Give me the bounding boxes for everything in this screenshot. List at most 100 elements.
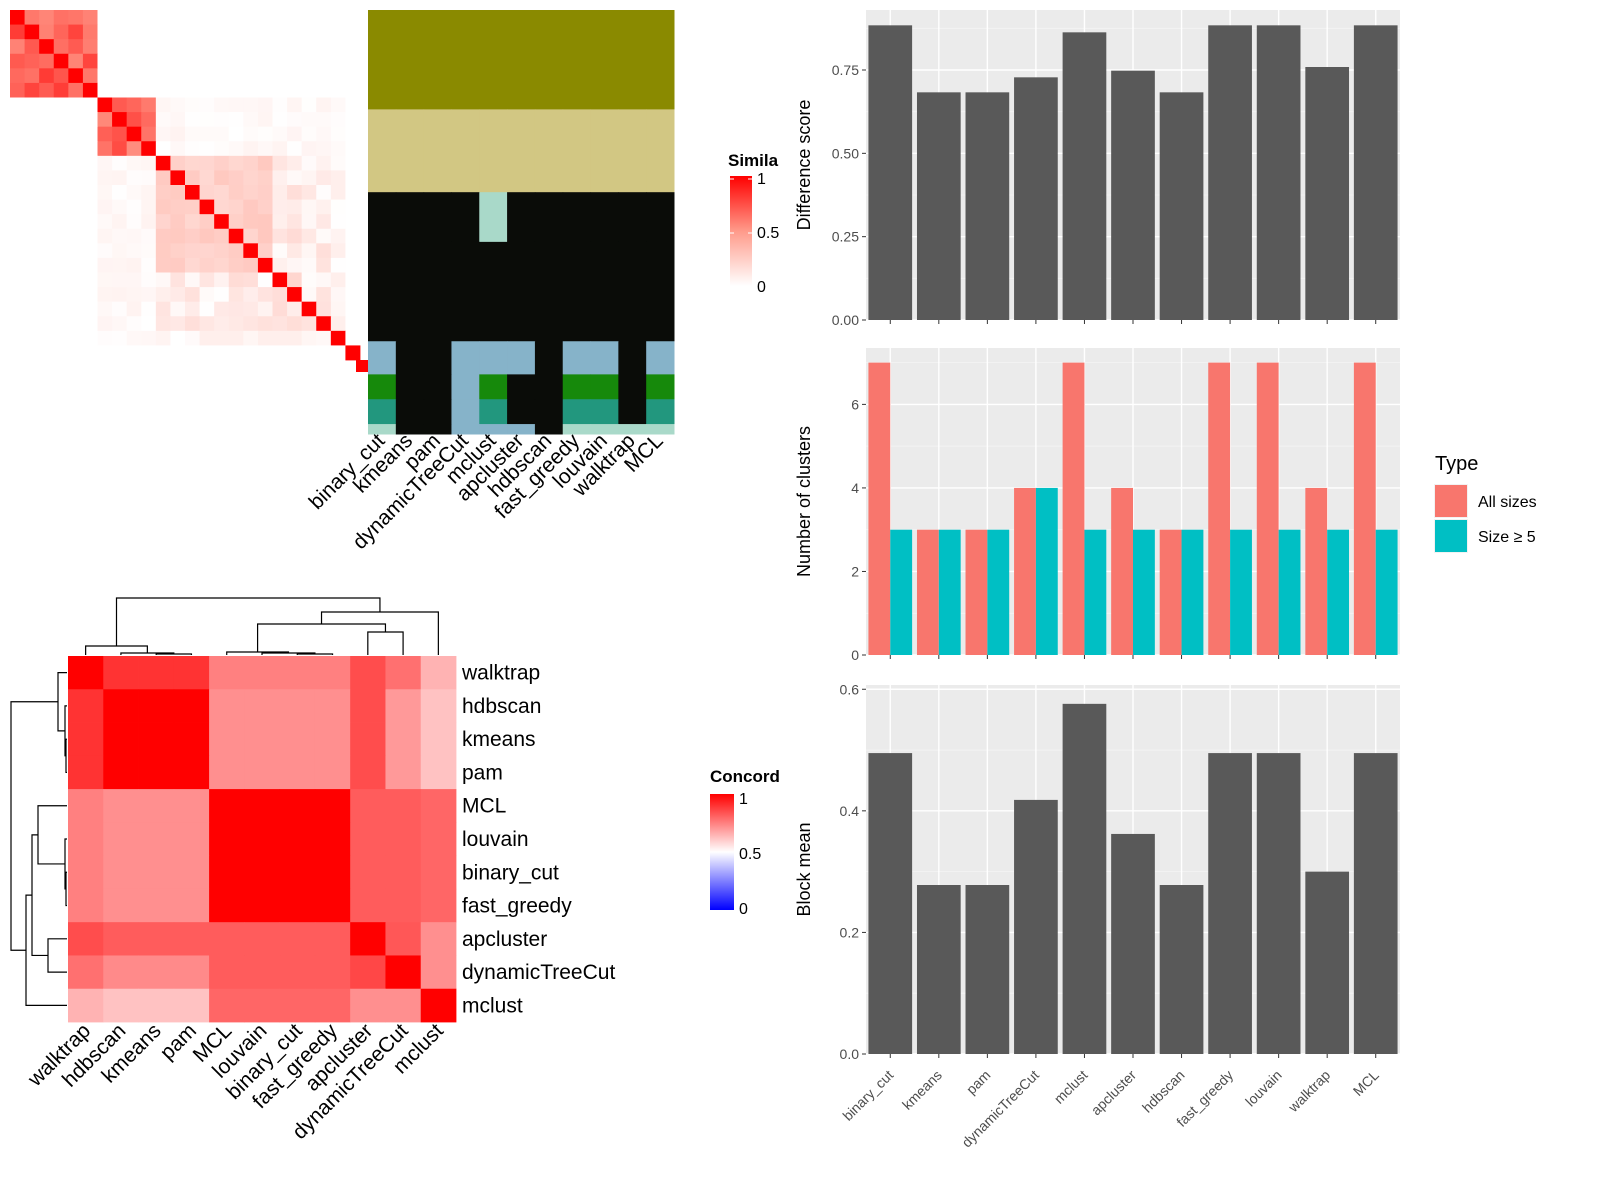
heatmap-cell — [10, 243, 25, 259]
heatmap-cell — [24, 199, 40, 215]
heatmap-cell — [301, 97, 317, 113]
heatmap-cell — [330, 243, 346, 259]
y-tick-label: 0.00 — [832, 312, 859, 328]
heatmap-cell — [257, 10, 273, 25]
heatmap-cell — [39, 272, 55, 288]
heatmap-cell — [53, 170, 69, 186]
heatmap-cell — [257, 287, 273, 303]
concordance-cell — [103, 855, 139, 890]
heatmap-cell — [82, 39, 98, 55]
bar — [1353, 25, 1398, 320]
heatmap-cell — [155, 316, 171, 332]
heatmap-cell — [68, 272, 84, 288]
heatmap-cell — [53, 287, 69, 303]
heatmap-cell — [272, 272, 288, 288]
heatmap-cell — [272, 155, 288, 171]
membership-cell — [479, 109, 508, 193]
heatmap-cell — [112, 330, 128, 346]
heatmap-cell — [170, 10, 186, 25]
heatmap-cell — [53, 97, 69, 113]
heatmap-cell — [272, 330, 288, 346]
heatmap-cell — [10, 126, 25, 142]
heatmap-cell — [345, 10, 361, 25]
concordance-cell — [420, 722, 457, 757]
heatmap-cell — [316, 214, 332, 230]
concordance-cell — [314, 656, 351, 690]
heatmap-cell — [185, 53, 200, 69]
heatmap-cell — [68, 155, 84, 171]
heatmap-cell — [24, 301, 40, 317]
membership-cell — [451, 399, 480, 425]
heatmap-cell — [257, 185, 273, 200]
heatmap-cell — [170, 68, 186, 84]
heatmap-cell — [330, 112, 346, 128]
heatmap-cell — [170, 287, 186, 303]
heatmap-cell — [243, 243, 259, 259]
heatmap-cell — [287, 257, 303, 273]
heatmap-cell — [185, 345, 200, 361]
concordance-cell — [209, 789, 245, 823]
heatmap-cell — [345, 257, 361, 273]
concordance-cell — [68, 689, 104, 723]
concordance-cell — [138, 988, 175, 1023]
heatmap-cell — [68, 316, 84, 332]
heatmap-cell — [185, 301, 200, 317]
heatmap-cell — [141, 345, 157, 361]
membership-cell — [423, 109, 452, 193]
x-tick-label: MCL — [1350, 1067, 1382, 1099]
heatmap-cell — [97, 24, 113, 40]
membership-cell — [590, 10, 619, 110]
concordance-cell — [314, 988, 351, 1023]
heatmap-cell — [141, 301, 157, 317]
membership-cell — [451, 241, 480, 342]
heatmap-cell — [97, 82, 113, 98]
heatmap-cell — [24, 316, 40, 332]
concordance-cell — [68, 955, 104, 990]
heatmap-cell — [287, 228, 303, 244]
heatmap-cell — [214, 126, 230, 142]
heatmap-cell — [330, 257, 346, 273]
heatmap-cell — [257, 243, 273, 259]
heatmap-cell — [199, 214, 215, 230]
membership-cell — [618, 10, 647, 110]
heatmap-cell — [141, 10, 157, 25]
heatmap-cell — [53, 214, 69, 230]
heatmap-cell — [82, 257, 98, 273]
membership-cell — [562, 109, 592, 193]
heatmap-cell — [126, 287, 142, 303]
heatmap-cell — [10, 330, 25, 346]
heatmap-cell — [53, 112, 69, 128]
heatmap-cell — [53, 155, 69, 171]
concordance-cell — [279, 855, 316, 890]
heatmap-cell — [112, 243, 128, 259]
heatmap-cell — [301, 185, 317, 200]
row-label: apcluster — [462, 928, 547, 951]
heatmap-cell — [126, 112, 142, 128]
membership-cell — [368, 10, 397, 110]
heatmap-cell — [39, 39, 55, 55]
heatmap-cell — [301, 10, 317, 25]
heatmap-cell — [257, 24, 273, 40]
heatmap-cell — [112, 228, 128, 244]
heatmap-cell — [24, 330, 40, 346]
bar — [1181, 529, 1204, 655]
concordance-cell — [314, 822, 351, 857]
concordance-cell — [138, 689, 175, 723]
difference-score-chart: 0.00 0.25 0.50 0.75 Difference score — [794, 10, 1400, 328]
heatmap-cell — [214, 53, 230, 69]
heatmap-cell — [272, 316, 288, 332]
heatmap-cell — [53, 39, 69, 55]
heatmap-cell — [228, 214, 244, 230]
heatmap-cell — [272, 141, 288, 157]
concordance-cell — [385, 888, 422, 923]
heatmap-cell — [287, 82, 303, 98]
membership-cell — [590, 399, 619, 425]
y-tick-label: 0.0 — [840, 1046, 860, 1062]
y-tick-label: 0.75 — [832, 62, 859, 78]
heatmap-cell — [112, 287, 128, 303]
heatmap-cell — [243, 24, 259, 40]
heatmap-cell — [97, 316, 113, 332]
heatmap-cell — [39, 53, 55, 69]
heatmap-cell — [97, 301, 113, 317]
y-axis-label: Block mean — [794, 822, 814, 916]
